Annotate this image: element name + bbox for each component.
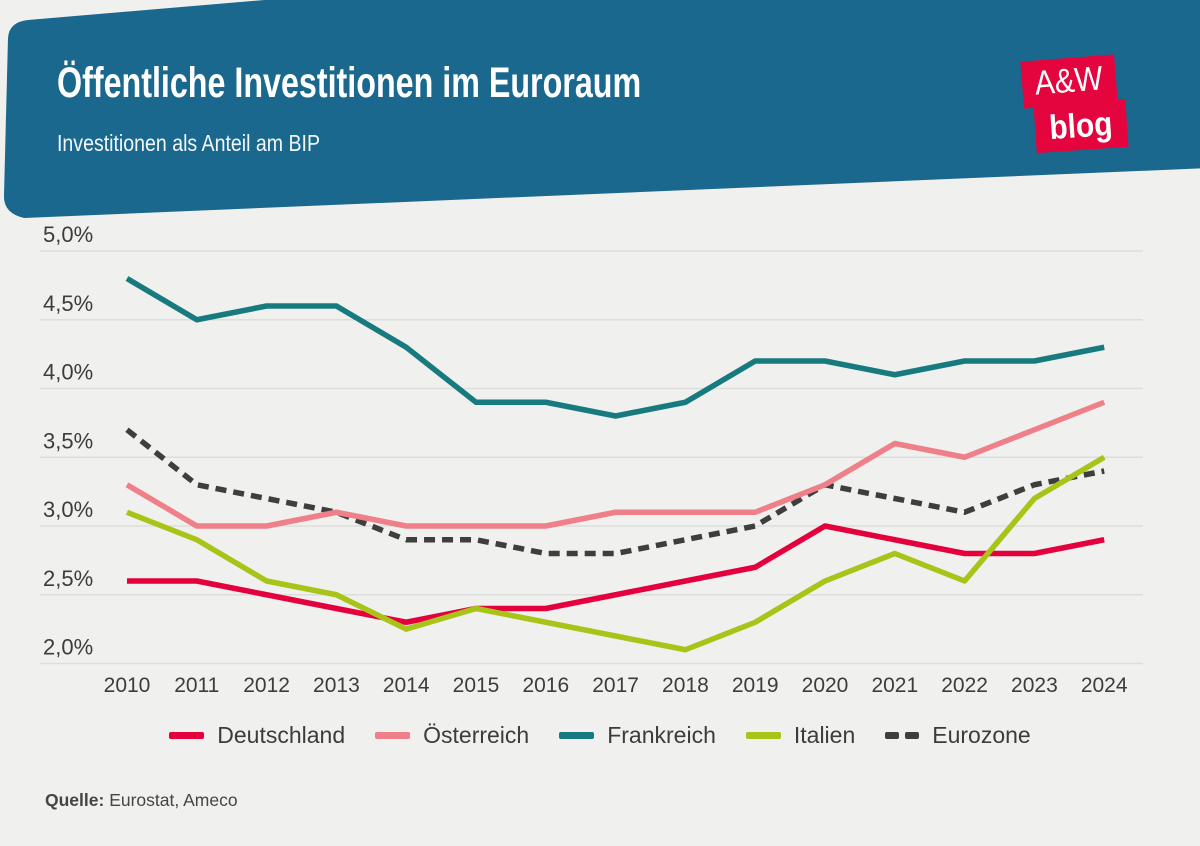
series-line-eurozone — [125, 427, 1105, 557]
y-tick-label: 4,0% — [43, 360, 93, 385]
series-line-italien — [125, 454, 1106, 653]
series-line-deutschland — [127, 523, 1105, 625]
y-tick-label: 2,0% — [43, 635, 93, 660]
x-tick-label: 2011 — [174, 674, 219, 697]
series-line-frankreich — [125, 276, 1105, 419]
x-tick-label: 2024 — [1081, 674, 1128, 697]
legend-swatch — [169, 731, 205, 739]
x-tick-label: 2014 — [383, 674, 430, 697]
x-tick-label: 2023 — [1011, 674, 1058, 697]
page-subtitle: Investitionen als Anteil am BIP — [57, 130, 320, 156]
source-label: Quelle: — [45, 790, 105, 810]
legend-label: Österreich — [423, 722, 530, 748]
x-tick-label: 2019 — [732, 674, 779, 697]
x-tick-label: 2022 — [941, 674, 988, 697]
legend-label: Eurozone — [932, 722, 1031, 748]
x-tick-label: 2021 — [871, 674, 918, 697]
page-title: Öffentliche Investitionen im Euroraum — [57, 59, 642, 107]
legend-item-deutschland: Deutschland — [169, 719, 345, 751]
y-tick-label: 4,5% — [43, 291, 93, 316]
y-tick-label: 2,5% — [43, 566, 93, 591]
x-tick-label: 2015 — [453, 674, 500, 697]
legend-swatch — [745, 731, 781, 739]
x-tick-label: 2016 — [522, 674, 569, 697]
legend-swatch — [559, 731, 595, 739]
legend-label: Deutschland — [217, 722, 346, 748]
x-tick-label: 2013 — [313, 674, 360, 697]
legend-label: Italien — [793, 722, 856, 748]
legend-item-eurozone: Eurozone — [885, 719, 1031, 751]
source-note: Quelle: Eurostat, Ameco — [45, 790, 238, 811]
gridlines — [40, 250, 1143, 665]
legend-label: Frankreich — [607, 722, 716, 748]
x-axis-labels: 2010 2011 2012 2013 2014 2015 2016 2017 2018 2019… — [104, 674, 1128, 697]
y-tick-label: 3,5% — [43, 428, 93, 453]
y-tick-label: 5,0% — [43, 222, 93, 247]
legend-item-osterreich: Österreich — [375, 719, 529, 751]
series-line-osterreich — [125, 399, 1106, 529]
banner-shape — [3, 0, 1200, 218]
source-text: Eurostat, Ameco — [109, 790, 238, 810]
x-tick-label: 2020 — [802, 674, 849, 697]
legend-item-italien: Italien — [745, 719, 856, 751]
legend-item-frankreich: Frankreich — [559, 719, 716, 751]
x-tick-label: 2017 — [592, 674, 639, 697]
y-tick-label: 3,0% — [43, 497, 93, 522]
x-tick-label: 2012 — [243, 674, 290, 697]
header-banner — [3, 0, 1200, 218]
x-tick-label: 2018 — [662, 674, 709, 697]
x-tick-label: 2010 — [104, 674, 151, 697]
y-axis-labels: 5,0% 4,5% 4,0% 3,5% 3,0% 2,5% 2,0% — [43, 222, 93, 660]
legend-swatch — [375, 731, 411, 739]
legend-swatch — [885, 731, 920, 739]
chart-legend: Deutschland Österreich Frankreich Italien Eu… — [0, 719, 1200, 751]
